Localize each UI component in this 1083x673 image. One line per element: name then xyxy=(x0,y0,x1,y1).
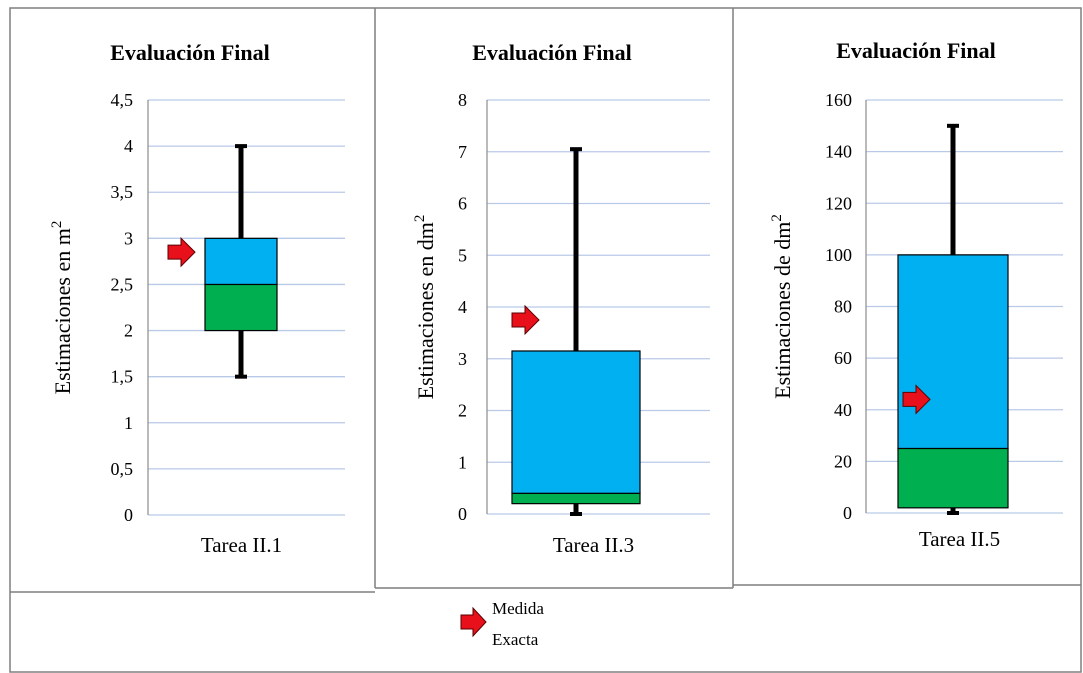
y-axis-label: Estimaciones en m2 xyxy=(49,221,75,395)
y-tick-label: 2 xyxy=(458,401,467,421)
y-tick-label: 120 xyxy=(825,193,852,213)
outer-frame xyxy=(9,7,1082,673)
lower-box xyxy=(897,447,1009,509)
y-tick-label: 2,5 xyxy=(111,274,134,294)
y-tick-label: 1 xyxy=(124,413,133,433)
y-tick-label: 3 xyxy=(124,228,133,248)
y-tick-label: 6 xyxy=(458,194,467,214)
y-tick-label: 2 xyxy=(124,321,133,341)
legend-label-line1: Medida xyxy=(492,599,544,618)
y-tick-label: 3 xyxy=(458,349,467,369)
lower-box xyxy=(204,283,278,332)
y-axis-label-superscript: 2 xyxy=(412,215,428,223)
exact-measure-arrow-icon xyxy=(460,606,487,638)
x-category-label: Tarea II.3 xyxy=(553,533,634,557)
y-tick-label: 1,5 xyxy=(111,367,134,387)
legend: Medida Exacta xyxy=(460,599,544,649)
exact-measure-arrow-icon xyxy=(902,384,931,415)
boxplot-chart-tarea-ii-3: Evaluación Final 0 1 2 3 4 5 6 7 8 Estimaciones en… xyxy=(412,40,710,557)
y-tick-label: 5 xyxy=(458,245,467,265)
y-tick-label: 0 xyxy=(124,505,133,525)
y-tick-label: 60 xyxy=(834,348,852,368)
y-tick-label: 4 xyxy=(458,297,467,317)
chart-title: Evaluación Final xyxy=(110,40,270,65)
y-axis-label-superscript: 2 xyxy=(769,214,785,222)
exact-measure-arrow-icon xyxy=(167,236,196,268)
x-category-label: Tarea II.1 xyxy=(201,533,282,557)
chart-title: Evaluación Final xyxy=(472,40,632,65)
boxplot-chart-tarea-ii-1: Evaluación Final 0 0,5 1 1,5 2 2,5 3 3,5 4 4,5 Esti… xyxy=(49,40,345,557)
y-tick-label: 8 xyxy=(458,90,467,110)
y-tick-label: 100 xyxy=(825,245,852,265)
lower-box xyxy=(511,492,641,505)
upper-box xyxy=(511,350,641,494)
y-tick-label: 4 xyxy=(124,136,133,156)
boxplot-chart-tarea-ii-5: Evaluación Final 0 20 40 60 80 100 120 140 160 Est… xyxy=(769,38,1063,551)
y-tick-label: 80 xyxy=(834,297,852,317)
exact-measure-arrow-icon xyxy=(511,304,540,336)
y-tick-label: 20 xyxy=(834,451,852,471)
legend-label-line2: Exacta xyxy=(492,630,539,649)
chart-title: Evaluación Final xyxy=(836,38,996,63)
y-tick-label: 40 xyxy=(834,400,852,420)
upper-box xyxy=(897,254,1009,450)
y-tick-label: 140 xyxy=(825,142,852,162)
x-category-label: Tarea II.5 xyxy=(919,527,1000,551)
y-tick-label: 1 xyxy=(458,452,467,472)
y-tick-label: 0,5 xyxy=(111,459,134,479)
y-tick-label: 160 xyxy=(825,90,852,110)
y-axis-label: Estimaciones de dm2 xyxy=(769,214,795,399)
y-tick-label: 0 xyxy=(843,503,852,523)
y-axis-label-superscript: 2 xyxy=(49,221,65,229)
y-tick-label: 4,5 xyxy=(111,90,134,110)
y-axis-label: Estimaciones en dm2 xyxy=(412,215,438,400)
y-tick-label: 7 xyxy=(458,142,467,162)
upper-box xyxy=(204,237,278,286)
y-tick-label: 3,5 xyxy=(111,182,134,202)
y-tick-label: 0 xyxy=(458,504,467,524)
